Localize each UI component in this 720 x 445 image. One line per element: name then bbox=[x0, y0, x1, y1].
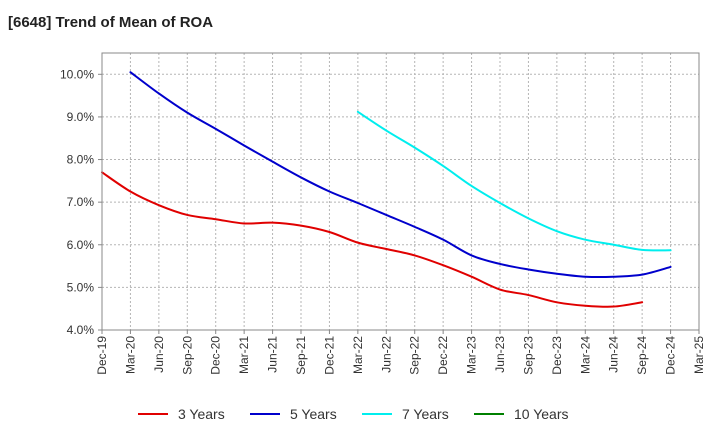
series-line-3-years bbox=[101, 171, 644, 308]
y-tick-label: 10.0% bbox=[60, 67, 94, 81]
x-tick-label: Sep-21 bbox=[294, 336, 308, 375]
x-tick-label: Jun-24 bbox=[607, 336, 621, 373]
chart-title: [6648] Trend of Mean of ROA bbox=[8, 14, 214, 31]
y-axis: 4.0% 5.0% 6.0% 7.0% 8.0% 9.0% 10.0% bbox=[60, 67, 102, 337]
legend-label-3-years: 3 Years bbox=[178, 406, 225, 422]
x-tick-label: Mar-20 bbox=[123, 336, 137, 374]
series-line-5-years bbox=[129, 71, 672, 279]
y-tick-label: 9.0% bbox=[67, 110, 95, 124]
plot-background bbox=[102, 53, 699, 330]
x-tick-label: Sep-24 bbox=[635, 336, 649, 375]
x-tick-label: Dec-24 bbox=[664, 336, 678, 375]
x-tick-label: Mar-24 bbox=[578, 336, 592, 374]
x-axis: Dec-19 Mar-20 Jun-20 Sep-20 Dec-20 Mar-21 Jun-… bbox=[95, 330, 706, 375]
legend-label-10-years: 10 Years bbox=[514, 406, 569, 422]
legend-label-5-years: 5 Years bbox=[290, 406, 337, 422]
y-tick-label: 5.0% bbox=[67, 280, 95, 294]
x-tick-label: Dec-21 bbox=[322, 336, 336, 375]
x-tick-label: Dec-22 bbox=[436, 336, 450, 375]
x-tick-label: Jun-21 bbox=[266, 336, 280, 373]
y-tick-label: 7.0% bbox=[67, 195, 95, 209]
x-tick-label: Dec-19 bbox=[95, 336, 109, 375]
legend-label-7-years: 7 Years bbox=[402, 406, 449, 422]
x-tick-label: Mar-21 bbox=[237, 336, 251, 374]
x-tick-label: Dec-20 bbox=[209, 336, 223, 375]
x-tick-label: Mar-23 bbox=[465, 336, 479, 374]
x-tick-label: Sep-22 bbox=[408, 336, 422, 375]
y-tick-label: 8.0% bbox=[67, 153, 95, 167]
x-tick-label: Mar-25 bbox=[692, 336, 706, 374]
x-tick-label: Jun-22 bbox=[379, 336, 393, 373]
x-tick-label: Mar-22 bbox=[351, 336, 365, 374]
grid bbox=[102, 53, 699, 330]
plot-border bbox=[101, 52, 700, 331]
y-tick-label: 6.0% bbox=[67, 238, 95, 252]
x-tick-label: Jun-23 bbox=[493, 336, 507, 373]
x-tick-label: Sep-23 bbox=[521, 336, 535, 375]
x-tick-label: Jun-20 bbox=[152, 336, 166, 373]
x-tick-label: Sep-20 bbox=[180, 336, 194, 375]
legend: 3 Years 5 Years 7 Years 10 Years bbox=[138, 406, 569, 422]
series-line-7-years bbox=[356, 110, 672, 252]
series-layer bbox=[101, 71, 672, 308]
x-tick-label: Dec-23 bbox=[550, 336, 564, 375]
y-tick-label: 4.0% bbox=[67, 323, 95, 337]
